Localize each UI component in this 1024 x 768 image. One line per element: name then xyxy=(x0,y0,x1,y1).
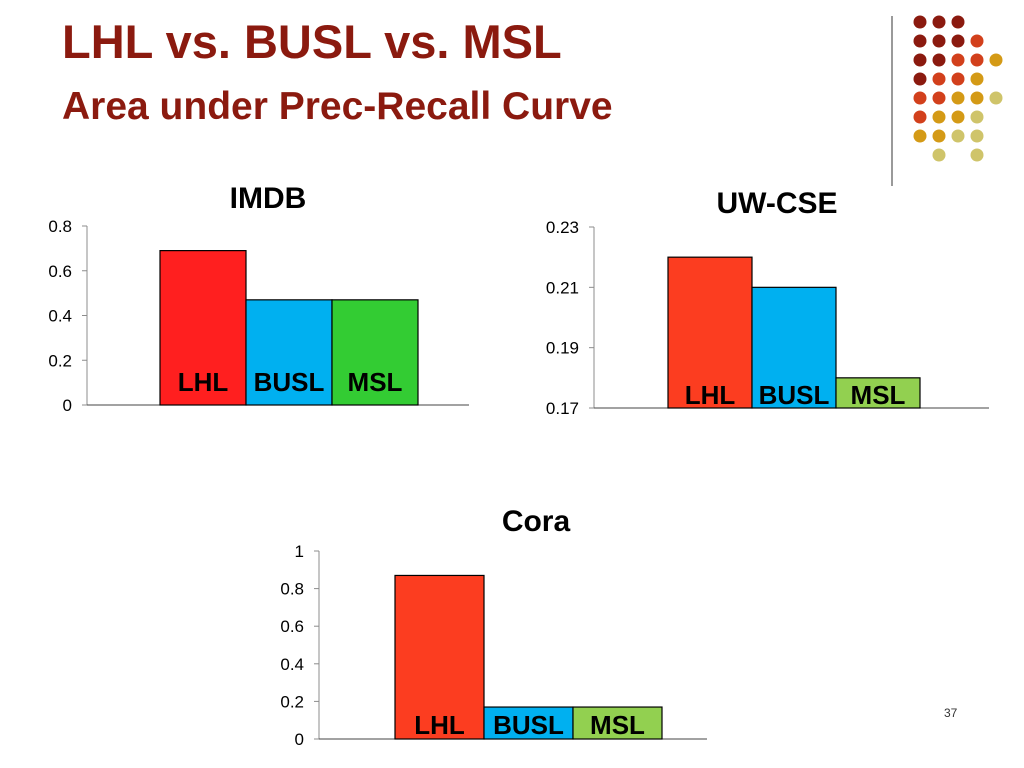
decor-dot xyxy=(913,72,927,86)
imdb-bar-chart: IMDB 0 0.2 0.4 0.6 0.8 LHL BUSL MSL xyxy=(48,182,469,415)
y-tick-label: 0.4 xyxy=(280,655,304,674)
decor-dot xyxy=(913,15,927,29)
decor-dot xyxy=(970,34,984,48)
decor-dot xyxy=(913,53,927,67)
y-tick-label: 1 xyxy=(295,542,304,561)
decor-dot xyxy=(951,15,965,29)
decor-dot xyxy=(932,91,946,105)
decor-dot xyxy=(932,53,946,67)
decor-dot xyxy=(951,53,965,67)
y-tick-label: 0.8 xyxy=(48,217,72,236)
bar-label-msl: MSL xyxy=(348,367,403,397)
decor-dot xyxy=(951,34,965,48)
y-tick-label: 0 xyxy=(63,396,72,415)
y-tick-label: 0.6 xyxy=(48,262,72,281)
decor-dot xyxy=(932,148,946,162)
bar-label-lhl: LHL xyxy=(414,710,465,740)
chart-title: IMDB xyxy=(230,182,307,215)
decor-dot xyxy=(913,110,927,124)
decor-dot xyxy=(989,53,1003,67)
decor-dot xyxy=(970,72,984,86)
y-tick-label: 0.2 xyxy=(280,692,304,711)
decor-dot xyxy=(989,91,1003,105)
y-tick-label: 0.21 xyxy=(546,278,579,297)
slide-subtitle: Area under Prec-Recall Curve xyxy=(62,85,613,128)
bar-lhl xyxy=(394,574,485,740)
chart-title: UW-CSE xyxy=(716,187,837,220)
decor-dot xyxy=(932,129,946,143)
y-tick-label: 0.4 xyxy=(48,307,72,326)
bar-busl xyxy=(245,299,333,406)
decor-dot xyxy=(913,34,927,48)
decor-dot xyxy=(951,110,965,124)
bar-lhl xyxy=(159,250,247,406)
decor-dot xyxy=(951,72,965,86)
bar-label-msl: MSL xyxy=(851,380,906,410)
page-number: 37 xyxy=(944,706,958,720)
decor-dot xyxy=(951,91,965,105)
decor-dot xyxy=(932,15,946,29)
bar-busl xyxy=(483,706,574,740)
bar-msl xyxy=(835,377,921,409)
y-tick-label: 0.19 xyxy=(546,339,579,358)
bar-msl xyxy=(572,706,663,740)
bar-lhl xyxy=(667,256,753,409)
decor-dot xyxy=(913,91,927,105)
bar-label-msl: MSL xyxy=(590,710,645,740)
bar-msl xyxy=(331,299,419,406)
bar-label-busl: BUSL xyxy=(254,367,325,397)
bar-label-busl: BUSL xyxy=(493,710,564,740)
decor-dot xyxy=(932,72,946,86)
decor-dot xyxy=(913,129,927,143)
uwcse-bar-chart: UW-CSE 0.17 0.19 0.21 0.23 LHL BUSL MSL xyxy=(546,187,989,418)
y-tick-label: 0.23 xyxy=(546,218,579,237)
y-tick-label: 0 xyxy=(295,730,304,749)
y-tick-label: 0.6 xyxy=(280,617,304,636)
y-tick-label: 0.8 xyxy=(280,580,304,599)
bar-label-lhl: LHL xyxy=(685,380,736,410)
decor-dot xyxy=(970,91,984,105)
slide-title: LHL vs. BUSL vs. MSL xyxy=(62,15,562,68)
decorative-divider xyxy=(891,16,893,186)
decor-dot xyxy=(932,34,946,48)
y-tick-label: 0.2 xyxy=(48,351,72,370)
decor-dot xyxy=(951,129,965,143)
y-tick-label: 0.17 xyxy=(546,399,579,418)
chart-title: Cora xyxy=(502,505,571,538)
decor-dot xyxy=(970,110,984,124)
decor-dot xyxy=(970,129,984,143)
bar-busl xyxy=(751,286,837,409)
decor-dot xyxy=(932,110,946,124)
cora-bar-chart: Cora 0 0.2 0.4 0.6 0.8 1 LHL BUSL MSL xyxy=(280,505,707,749)
decor-dot xyxy=(970,53,984,67)
bar-label-busl: BUSL xyxy=(759,380,830,410)
bar-label-lhl: LHL xyxy=(178,367,229,397)
decor-dot xyxy=(970,148,984,162)
